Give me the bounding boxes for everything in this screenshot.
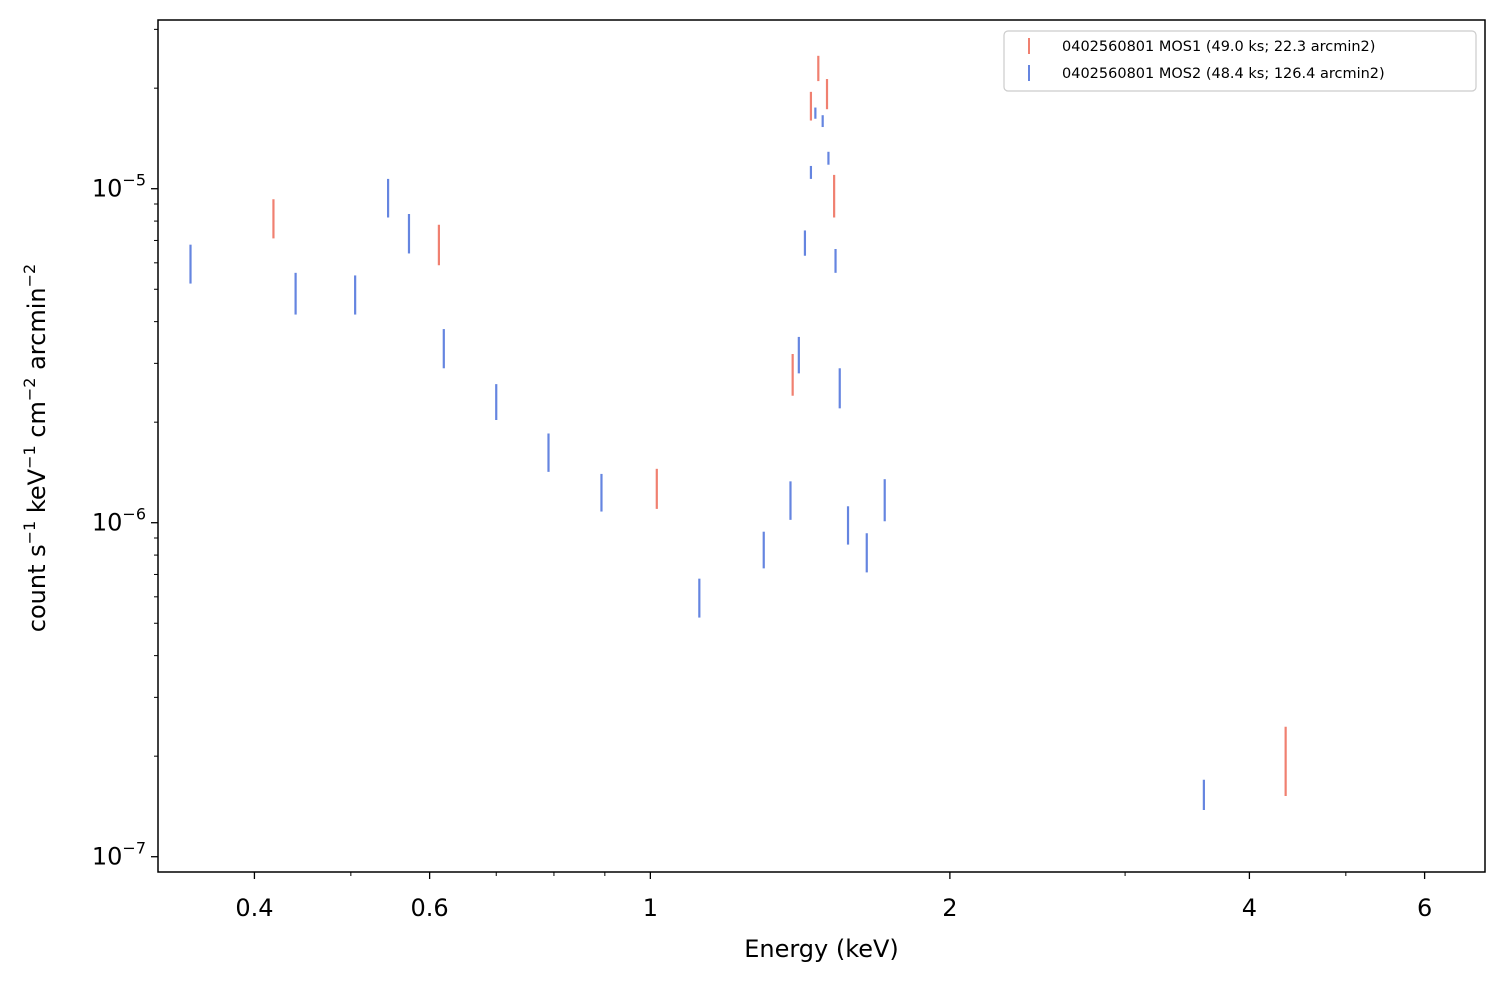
x-tick-label: 4 — [1242, 894, 1257, 922]
x-tick-label: 0.4 — [235, 894, 273, 922]
x-tick-label: 2 — [942, 894, 957, 922]
y-tick-label: 10−7 — [92, 839, 146, 871]
legend-box — [1003, 30, 1477, 92]
legend: 0402560801 MOS1 (49.0 ks; 22.3 arcmin2) 0… — [1003, 30, 1477, 92]
y-tick-label: 10−6 — [92, 505, 146, 537]
x-tick-label: 0.6 — [411, 894, 449, 922]
x-axis-label: Energy (keV) — [744, 935, 899, 963]
legend-label: 0402560801 MOS1 (49.0 ks; 22.3 arcmin2) — [1062, 39, 1375, 55]
y-axis: 10−5 10−6 10−7 — [92, 28, 158, 871]
x-tick-label: 6 — [1417, 894, 1432, 922]
data-marks — [189, 55, 1287, 810]
legend-label: 0402560801 MOS2 (48.4 ks; 126.4 arcmin2) — [1062, 66, 1385, 82]
x-tick-label: 1 — [643, 894, 658, 922]
y-tick-label: 10−5 — [92, 171, 146, 203]
y-axis-label: count s−1 keV−1 cm−2 arcmin−2 — [20, 264, 51, 632]
x-axis: 0.4 0.6 1 2 4 6 — [235, 872, 1432, 922]
plot-frame — [157, 19, 1486, 873]
